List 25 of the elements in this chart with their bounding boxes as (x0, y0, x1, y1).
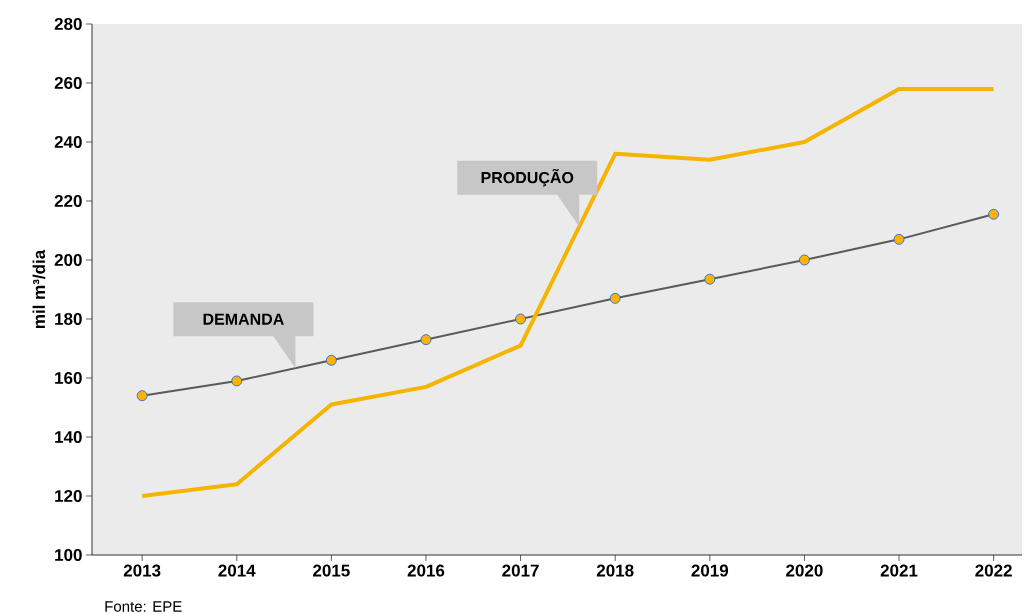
line-series (140, 86, 996, 498)
x-tick-label: 2014 (218, 564, 256, 577)
source-note: Fonte: EPE (105, 601, 182, 612)
x-tick-label: 2019 (691, 564, 729, 577)
y-tick-label: 260 (54, 76, 82, 90)
x-tick-label: 2020 (786, 564, 823, 577)
x-tick-label: 2022 (975, 564, 1012, 577)
y-tick-label: 160 (55, 371, 82, 385)
x-tick-label: 2015 (313, 564, 350, 577)
y-tick-label: 240 (54, 135, 82, 149)
y-tick-label: 280 (54, 17, 82, 31)
series-label: PRODUÇÃO (481, 168, 574, 187)
x-tick-label: 2018 (596, 564, 634, 577)
y-tick-label: 180 (55, 312, 82, 326)
y-tick-label: 100 (55, 548, 82, 562)
y-tick-label: 140 (55, 430, 82, 444)
text: DEMANDA (203, 313, 284, 325)
y-tick-label: 220 (54, 194, 82, 208)
x-tick-label: 2016 (407, 564, 445, 577)
y-tick-label: 120 (55, 489, 82, 503)
x-tick-label: 2017 (502, 564, 539, 577)
x-tick-label: 2013 (123, 564, 161, 577)
y-axis-title: mil m³/dia (32, 249, 46, 329)
y-tick-label: 200 (54, 253, 82, 267)
x-tick-label: 2021 (880, 564, 918, 577)
